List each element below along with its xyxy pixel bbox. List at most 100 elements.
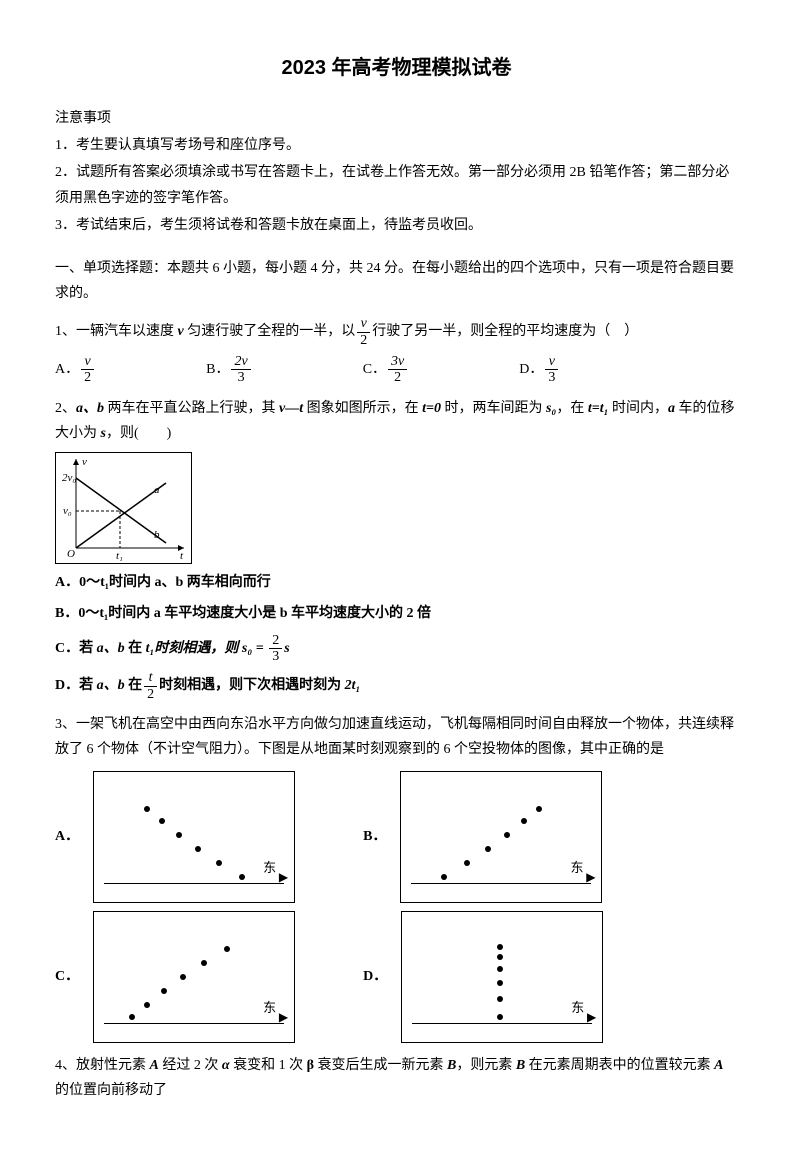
q1-opt-d: D．v3 <box>519 354 560 386</box>
notes-line: 1．考生要认真填写考场号和座位序号。 <box>55 133 738 158</box>
q4-B: B <box>516 1058 525 1073</box>
notes-line: 3．考试结束后，考生须将试卷和答题卡放在桌面上，待监考员收回。 <box>55 213 738 238</box>
q2-tt1: t=t₁ <box>588 401 609 416</box>
q1-stem: 匀速行驶了全程的一半，以 <box>184 324 356 339</box>
q2-stem: ，在 <box>556 401 588 416</box>
q4-stem: 经过 2 次 <box>159 1058 222 1073</box>
notes-line: 2．试题所有答案必须填涂或书写在答题卡上，在试卷上作答无效。第一部分必须用 2B… <box>55 160 738 210</box>
svg-text:2v₀: 2v₀ <box>62 472 76 484</box>
opt-label: B． <box>206 362 229 377</box>
east-label: 东 <box>571 996 584 1019</box>
opt-label: A． <box>55 362 79 377</box>
q2-stem: 时，两车间距为 <box>441 401 546 416</box>
frac-den: 3 <box>269 649 282 664</box>
frac-num: v <box>357 316 370 332</box>
frac-den: 2 <box>357 333 370 348</box>
frac-num: t <box>144 670 157 686</box>
q3-fig-d: 东 ▶ <box>401 911 603 1043</box>
q2-t0: t=0 <box>422 401 441 416</box>
arrow-icon: ▶ <box>587 1007 596 1029</box>
opt-label: D． <box>519 362 543 377</box>
q2-stem: 图象如图所示，在 <box>303 401 422 416</box>
q2-stem: 2、 <box>55 401 76 416</box>
svg-text:v₀: v₀ <box>63 505 72 517</box>
opt-text: 2t₁ <box>345 679 361 694</box>
q4-B: B <box>447 1058 456 1073</box>
east-label: 东 <box>263 996 276 1019</box>
question-2: 2、a、b 两车在平直公路上行驶，其 v—t 图象如图所示，在 t=0 时，两车… <box>55 396 738 446</box>
opt-label: C． <box>363 362 386 377</box>
q1-opt-c: C．3v2 <box>363 354 410 386</box>
q3-row-2: C． 东 ▶ D． 东 ▶ <box>55 911 738 1043</box>
q2-vt-graph: 2v₀ v₀ O t₁ t v a b <box>55 452 192 564</box>
frac: 3v2 <box>388 354 407 386</box>
frac-den: 2 <box>144 687 157 702</box>
frac-den: 2 <box>388 370 407 385</box>
q1-options: A．v2 B．2v3 C．3v2 D．v3 <box>55 354 738 386</box>
svg-text:O: O <box>67 548 75 560</box>
q4-A: A <box>714 1058 723 1073</box>
q2-stem: 两车在平直公路上行驶，其 <box>104 401 279 416</box>
section-heading: 一、单项选择题：本题共 6 小题，每小题 4 分，共 24 分。在每小题给出的四… <box>55 256 738 306</box>
opt-label: B． <box>55 606 78 621</box>
frac-num: 2 <box>269 633 282 649</box>
q2-a: a <box>668 401 675 416</box>
opt-label: D．若 <box>55 679 97 694</box>
q4-stem: 的位置向前移动了 <box>55 1083 167 1098</box>
q4-alpha: α <box>222 1058 230 1073</box>
frac-num: v <box>545 354 558 370</box>
q3-label-b: B． <box>363 824 386 849</box>
notes-block: 注意事项 1．考生要认真填写考场号和座位序号。 2．试题所有答案必须填涂或书写在… <box>55 106 738 238</box>
q2-vt: v—t <box>279 401 303 416</box>
frac: 23 <box>269 633 282 665</box>
svg-text:t: t <box>180 550 184 562</box>
arrow-icon: ▶ <box>279 867 288 889</box>
frac-num: 3v <box>388 354 407 370</box>
svg-text:v: v <box>82 456 87 468</box>
frac-num: 2v <box>231 354 250 370</box>
q4-stem: ，则元素 <box>456 1058 516 1073</box>
opt-text: 0～t₁时间内 a、b 两车相向而行 <box>79 575 271 590</box>
opt-text: 时刻相遇，则下次相遇时刻为 <box>159 679 345 694</box>
q4-stem: 在元素周期表中的位置较元素 <box>525 1058 714 1073</box>
opt-label: C．若 <box>55 641 97 656</box>
svg-text:b: b <box>154 529 160 541</box>
frac-num: v <box>81 354 94 370</box>
frac: v3 <box>545 354 558 386</box>
question-4: 4、放射性元素 A 经过 2 次 α 衰变和 1 次 β 衰变后生成一新元素 B… <box>55 1053 738 1103</box>
q4-beta: β <box>307 1058 314 1073</box>
ground-line <box>411 883 591 884</box>
opt-text: 在 <box>125 679 143 694</box>
q1-half-frac: v2 <box>357 316 370 348</box>
q2-opt-b: B．0～t₁时间内 a 车平均速度大小是 b 车平均速度大小的 2 倍 <box>55 601 738 626</box>
arrow-icon: ▶ <box>586 867 595 889</box>
ground-line <box>104 1023 284 1024</box>
frac-den: 3 <box>545 370 558 385</box>
q4-stem: 衰变和 1 次 <box>230 1058 307 1073</box>
east-label: 东 <box>570 856 583 879</box>
ground-line <box>104 883 284 884</box>
q1-opt-b: B．2v3 <box>206 354 253 386</box>
notes-heading: 注意事项 <box>55 106 738 131</box>
opt-text: t₁时刻相遇，则 <box>146 641 242 656</box>
opt-text: s <box>284 641 289 656</box>
q2-opt-d: D．若 a、b 在t2时刻相遇，则下次相遇时刻为 2t₁ <box>55 670 738 702</box>
q2-s0: s₀ <box>546 401 556 416</box>
vt-graph-svg: 2v₀ v₀ O t₁ t v a b <box>56 453 191 563</box>
frac: v2 <box>81 354 94 386</box>
q4-A: A <box>150 1058 159 1073</box>
q4-stem: 衰变后生成一新元素 <box>314 1058 447 1073</box>
q3-label-c: C． <box>55 964 79 989</box>
q3-fig-b: 东 ▶ <box>400 771 602 903</box>
q3-label-d: D． <box>363 964 387 989</box>
opt-label: A． <box>55 575 79 590</box>
q1-stem: 行驶了另一半，则全程的平均速度为（ ） <box>372 324 638 339</box>
q2-opt-a: A．0～t₁时间内 a、b 两车相向而行 <box>55 570 738 595</box>
question-1: 1、一辆汽车以速度 v 匀速行驶了全程的一半，以v2行驶了另一半，则全程的平均速… <box>55 316 738 348</box>
q3-label-a: A． <box>55 824 79 849</box>
page-title: 2023 年高考物理模拟试卷 <box>55 50 738 86</box>
question-3: 3、一架飞机在高空中由西向东沿水平方向做匀加速直线运动，飞机每隔相同时间自由释放… <box>55 712 738 762</box>
opt-text: 0～t₁时间内 a 车平均速度大小是 b 车平均速度大小的 2 倍 <box>78 606 431 621</box>
q1-stem: 1、一辆汽车以速度 <box>55 324 178 339</box>
q2-stem: 时间内， <box>608 401 668 416</box>
